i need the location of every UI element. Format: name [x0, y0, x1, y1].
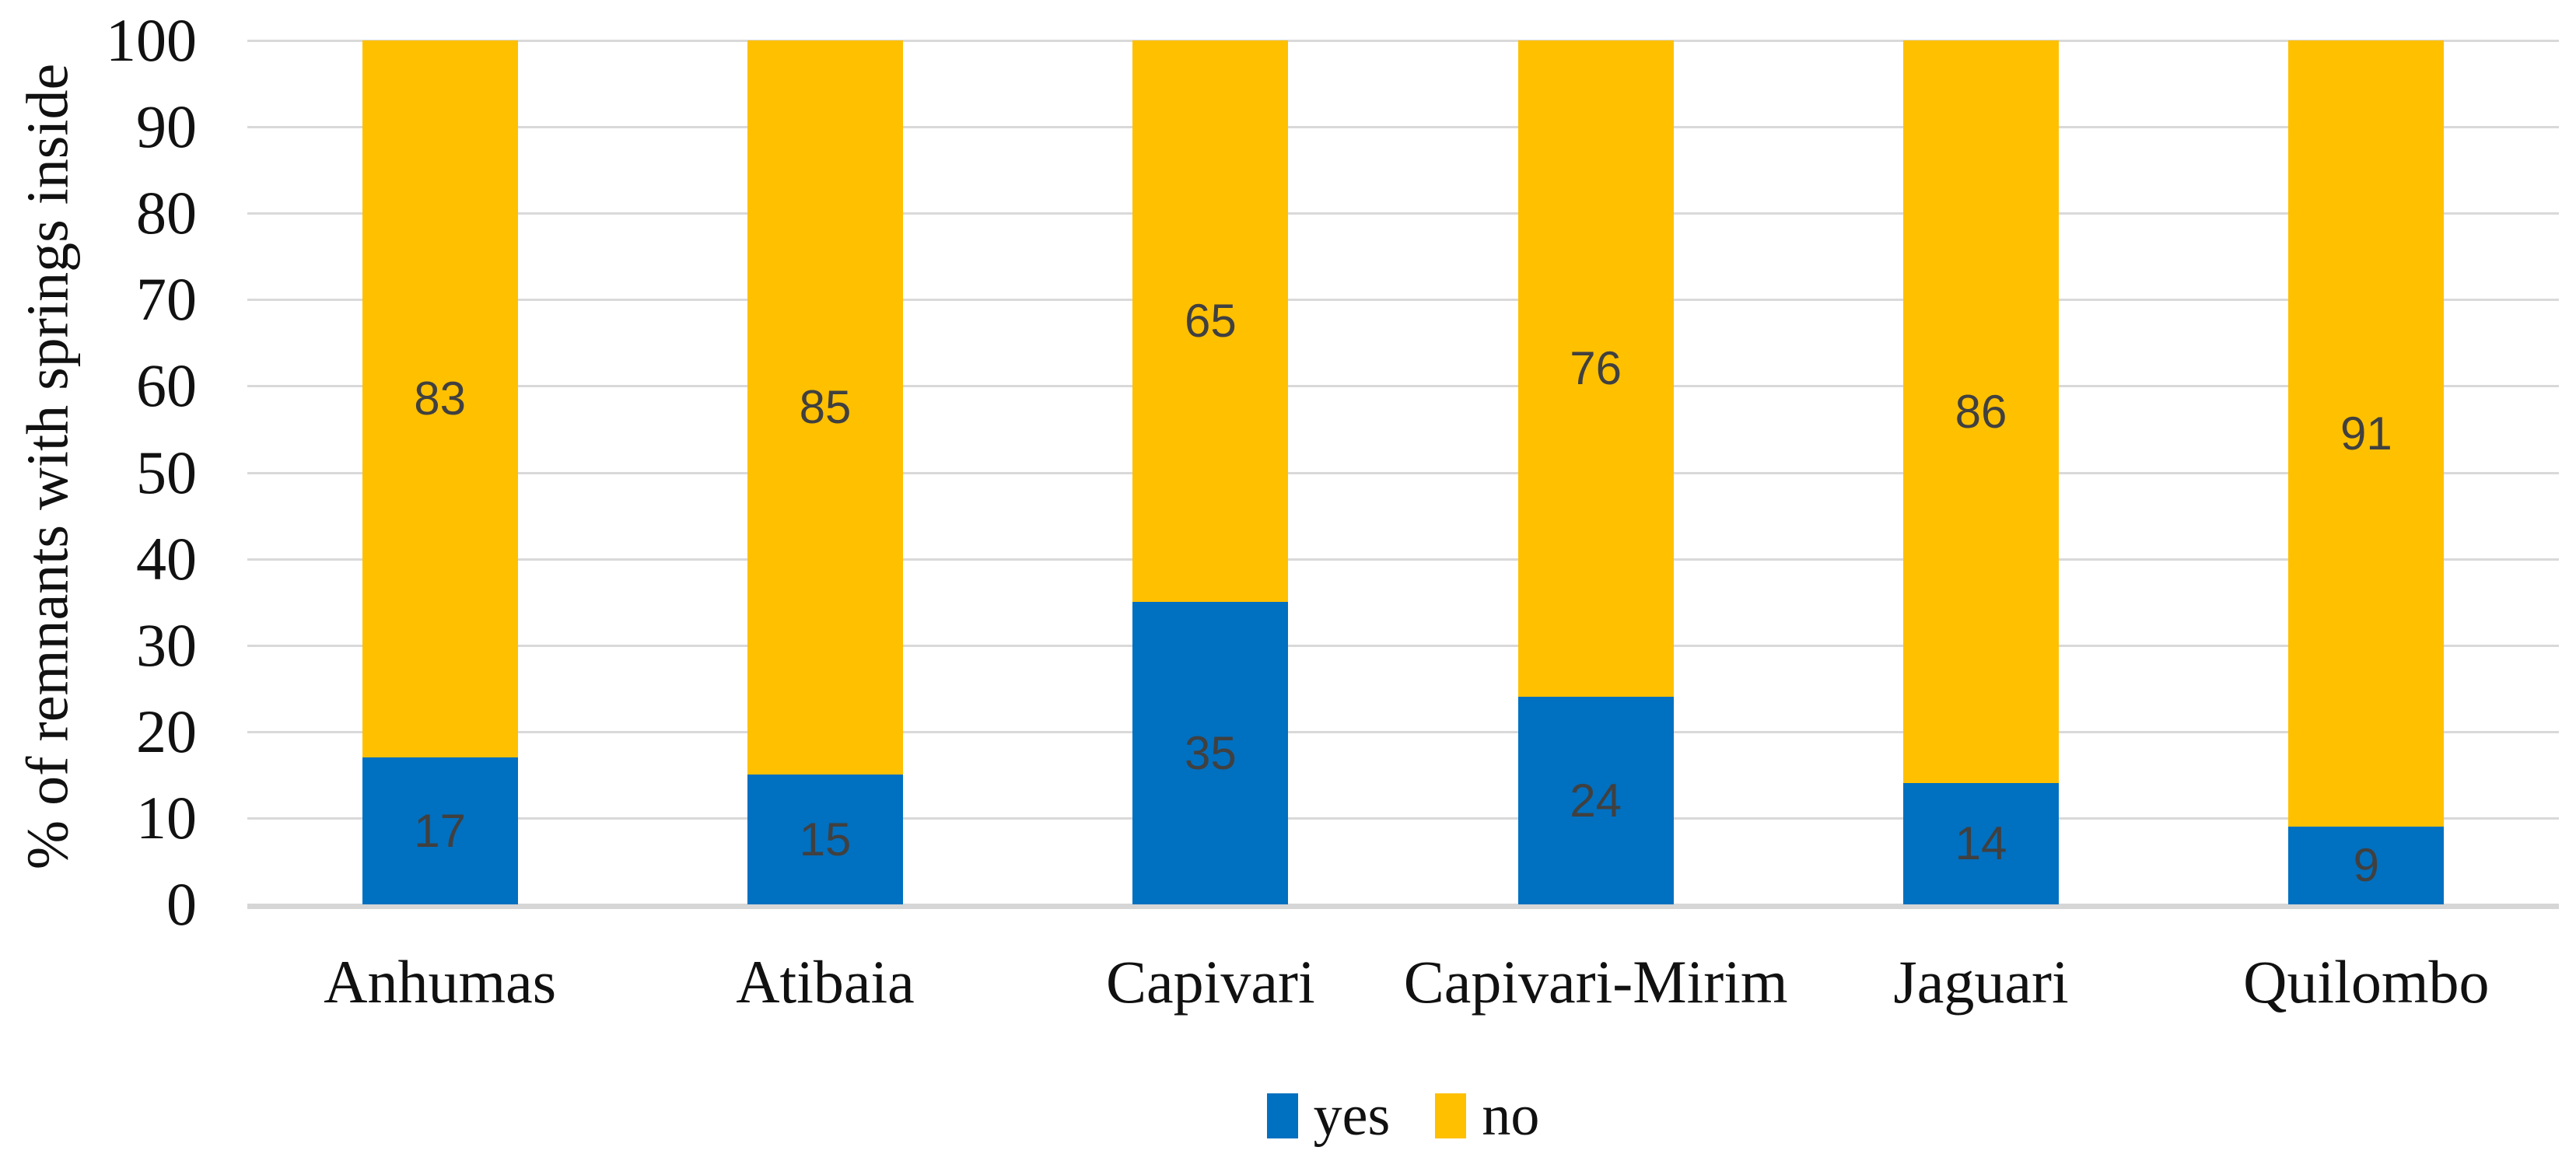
bar-segment-no-Jaguari [1903, 40, 2059, 784]
category-label-Jaguari: Jaguari [1893, 948, 2069, 1016]
bar-segment-no-Capivari-Mirim [1517, 40, 1674, 698]
category-label-Anhumas: Anhumas [324, 948, 557, 1016]
gridline-80 [247, 212, 2559, 215]
y-tick-label-90: 90 [136, 93, 197, 161]
bar-segment-yes-Atibaia [747, 775, 903, 904]
y-tick-label-80: 80 [136, 179, 197, 247]
category-label-Atibaia: Atibaia [736, 948, 915, 1016]
data-label-yes-Capivari-Mirim: 24 [1570, 774, 1622, 827]
data-label-no-Jaguari: 86 [1955, 385, 2007, 438]
gridline-50 [247, 471, 2559, 474]
data-label-yes-Quilombo: 9 [2353, 839, 2380, 891]
legend-swatch-no [1435, 1093, 1467, 1138]
data-label-no-Atibaia: 85 [799, 381, 852, 434]
bar-segment-no-Quilombo [2288, 40, 2445, 827]
y-tick-label-0: 0 [166, 870, 197, 938]
gridline-70 [247, 299, 2559, 302]
y-tick-label-10: 10 [136, 783, 197, 852]
gridline-90 [247, 126, 2559, 129]
data-label-no-Quilombo: 91 [2340, 407, 2392, 460]
legend: yes no [247, 1087, 2559, 1145]
data-label-yes-Jaguari: 14 [1955, 817, 2007, 870]
category-label-Quilombo: Quilombo [2243, 948, 2490, 1016]
data-label-yes-Atibaia: 15 [799, 813, 852, 866]
gridline-100 [247, 40, 2559, 42]
bar-segment-yes-Capivari-Mirim [1517, 697, 1674, 904]
data-label-yes-Capivari: 35 [1184, 726, 1237, 779]
data-label-no-Capivari: 65 [1184, 295, 1237, 348]
bar-segment-no-Atibaia [747, 40, 903, 775]
bar-segment-no-Anhumas [362, 40, 518, 758]
category-label-Capivari: Capivari [1106, 948, 1315, 1016]
gridline-10 [247, 817, 2559, 820]
y-tick-label-60: 60 [136, 351, 197, 420]
gridline-30 [247, 644, 2559, 647]
y-tick-label-50: 50 [136, 438, 197, 506]
gridline-60 [247, 385, 2559, 388]
plot-area: 17 83 15 85 35 65 24 76 14 86 9 91 [247, 40, 2559, 909]
legend-item-yes: yes [1266, 1084, 1391, 1148]
bar-segment-no-Capivari [1132, 40, 1289, 603]
legend-label-no: no [1482, 1084, 1540, 1148]
y-tick-label-100: 100 [106, 6, 197, 74]
gridline-40 [247, 558, 2559, 561]
y-tick-label-40: 40 [136, 524, 197, 593]
data-label-no-Capivari-Mirim: 76 [1570, 342, 1622, 395]
category-label-Capivari-Mirim: Capivari-Mirim [1403, 948, 1788, 1016]
data-label-no-Anhumas: 83 [414, 372, 467, 425]
bar-segment-yes-Jaguari [1903, 783, 2059, 904]
data-label-yes-Anhumas: 17 [414, 804, 467, 857]
y-tick-label-20: 20 [136, 697, 197, 765]
legend-label-yes: yes [1313, 1084, 1391, 1148]
bar-segment-yes-Anhumas [362, 757, 518, 904]
gridline-20 [247, 730, 2559, 733]
bar-segment-yes-Quilombo [2288, 827, 2445, 904]
y-tick-label-70: 70 [136, 265, 197, 334]
legend-item-no: no [1435, 1087, 1539, 1145]
bar-segment-yes-Capivari [1132, 602, 1289, 904]
legend-swatch-yes [1266, 1093, 1298, 1138]
y-tick-label-30: 30 [136, 610, 197, 679]
x-axis-line [247, 904, 2559, 909]
